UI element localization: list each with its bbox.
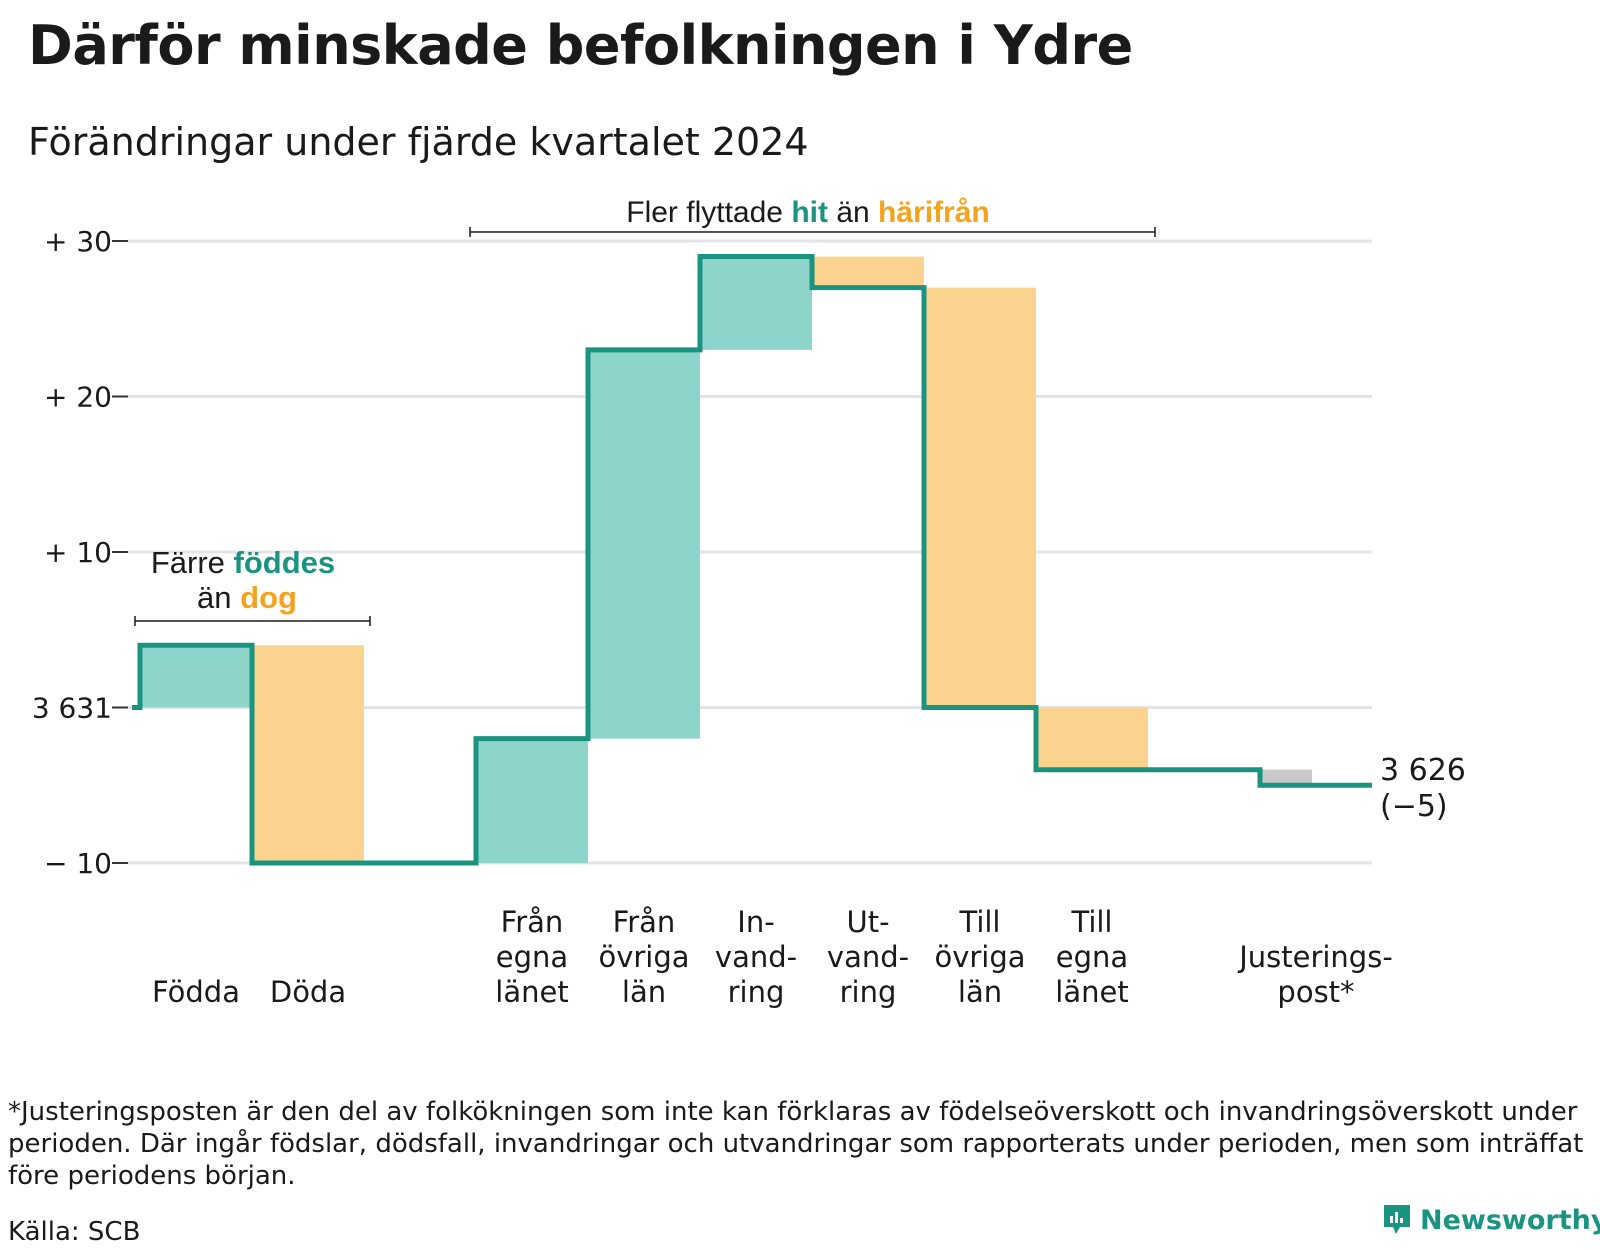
x-axis-label: Döda <box>270 975 346 1009</box>
x-axis-label: ring <box>728 975 785 1009</box>
running-total-path <box>132 254 1372 866</box>
y-tick-label: + 10 <box>44 536 112 569</box>
y-tick-label: + 20 <box>44 381 112 414</box>
x-axis-label: Ut- <box>846 905 889 939</box>
brand-name: Newsworthy <box>1420 1204 1600 1236</box>
x-axis-label: egna <box>1056 940 1128 974</box>
end-label: 3 626 (−5) <box>1380 753 1466 824</box>
bar-födda <box>140 645 252 708</box>
x-axis-label: post* <box>1277 975 1354 1009</box>
bar-från-egna-länet <box>476 738 588 863</box>
source-label: Källa: SCB <box>8 1217 141 1247</box>
bar-döda <box>252 645 364 863</box>
x-axis-label: Från <box>613 905 676 939</box>
chart-title: Därför minskade befolkningen i Ydre <box>28 14 1133 77</box>
end-change-label: (−5) <box>1380 789 1448 824</box>
migration-middle: än <box>836 196 869 229</box>
annotations: Fler flyttade hit än härifrån Färre född… <box>134 196 1156 626</box>
bar-till-egna-länet <box>1036 707 1148 770</box>
running-total-line <box>132 254 1372 866</box>
bar-till-övriga-län <box>924 287 1036 708</box>
x-axis-label: Födda <box>152 975 240 1009</box>
x-axis-label: Till <box>959 905 1001 939</box>
x-axis-label: länet <box>1055 975 1128 1009</box>
footnote: *Justeringsposten är den del av folkökni… <box>8 1097 1584 1191</box>
x-axis-labels: Födda DödaFrånegnalänetFrånövrigalänIn-va… <box>152 905 1393 1009</box>
x-axis-label: ring <box>840 975 897 1009</box>
migration-harifran: härifrån <box>878 196 990 229</box>
births-prefix: Färre <box>151 545 225 580</box>
bar-invandring <box>700 256 812 350</box>
births-an: än <box>197 580 231 615</box>
migration-annotation: Fler flyttade hit än härifrån <box>626 196 990 229</box>
x-axis-label: vand- <box>715 940 797 974</box>
y-axis-ticks: + 30 + 20 + 10 3 631 − 10 <box>32 225 128 880</box>
y-tick-label: + 30 <box>44 225 112 258</box>
waterfall-chart: + 30 + 20 + 10 3 631 − 10 Fler flyttade hit … <box>32 196 1466 1009</box>
brand-logo: Newsworthy <box>1382 1203 1600 1237</box>
x-axis-label: län <box>622 975 666 1009</box>
x-axis-label: länet <box>495 975 568 1009</box>
bar-utvandring <box>812 256 924 288</box>
x-axis-label: Från <box>501 905 564 939</box>
x-axis-label: län <box>958 975 1002 1009</box>
x-axis-label: Till <box>1071 905 1113 939</box>
births-annotation-line1: Färre föddes <box>151 545 335 580</box>
migration-hit: hit <box>791 196 828 229</box>
x-axis-label: Justerings- <box>1237 940 1393 974</box>
bar-justeringspost <box>1262 769 1312 786</box>
migration-prefix: Fler flyttade <box>626 196 783 229</box>
x-axis-label: egna <box>496 940 568 974</box>
births-annotation-line2: än dog <box>197 580 297 615</box>
x-axis-label: In- <box>737 905 774 939</box>
end-value-label: 3 626 <box>1380 753 1466 788</box>
y-tick-label: 3 631 <box>32 692 112 725</box>
newsworthy-icon <box>1384 1205 1410 1234</box>
births-foddes: föddes <box>234 545 336 580</box>
chart-subtitle: Förändringar under fjärde kvartalet 2024 <box>28 120 809 164</box>
y-tick-label: − 10 <box>44 847 112 880</box>
births-dog: dog <box>240 580 297 615</box>
bar-från-övriga-län <box>588 349 700 739</box>
x-axis-label: övriga <box>598 940 689 974</box>
x-axis-label: övriga <box>934 940 1025 974</box>
x-axis-label: vand- <box>827 940 909 974</box>
bars <box>140 256 1312 863</box>
